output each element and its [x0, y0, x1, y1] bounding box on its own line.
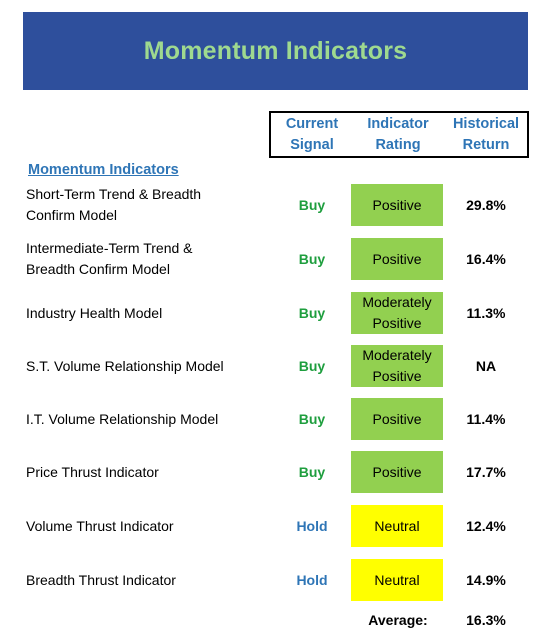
signal-value: Buy: [298, 305, 326, 321]
signal-value: Buy: [298, 197, 326, 213]
rating-cell: Positive: [351, 184, 443, 226]
indicator-name: Breadth Thrust Indicator: [26, 553, 261, 607]
rating-cell: Positive: [351, 238, 443, 280]
signal-value: Hold: [296, 572, 328, 588]
header-indicator-rating: Indicator Rating: [353, 113, 443, 157]
rating-text: Positive: [372, 368, 422, 384]
historical-return-value: 29.8%: [466, 197, 506, 213]
indicator-name: Volume Thrust Indicator: [26, 499, 261, 553]
indicator-name-line: Short-Term Trend & Breadth: [26, 186, 202, 202]
header-current-signal-line2: Signal: [290, 137, 334, 153]
header-historical-return-line1: Historical: [452, 116, 520, 132]
average-label: Average:: [368, 612, 428, 628]
indicator-name: I.T. Volume Relationship Model: [26, 392, 261, 446]
rating-text: Positive: [372, 463, 422, 480]
header-current-signal-line1: Current: [285, 116, 339, 132]
indicator-name-line: Intermediate-Term Trend &: [26, 240, 193, 256]
historical-return-value: 14.9%: [466, 572, 506, 588]
indicator-name-line: Confirm Model: [26, 207, 118, 223]
historical-return-value: 11.3%: [466, 305, 506, 321]
indicator-name-line: Breadth Thrust Indicator: [26, 571, 176, 588]
rating-cell: Neutral: [351, 505, 443, 547]
rating-text: Moderately: [362, 294, 432, 310]
header-historical-return: Historical Return: [443, 113, 529, 157]
historical-return-value: 12.4%: [466, 518, 506, 534]
indicator-name-line: Price Thrust Indicator: [26, 463, 159, 480]
rating-cell: Positive: [351, 398, 443, 440]
indicator-name: Industry Health Model: [26, 286, 261, 340]
rating-text: Positive: [372, 315, 422, 331]
rating-text: Neutral: [374, 571, 420, 588]
historical-return-value: 17.7%: [466, 464, 506, 480]
header-current-signal: Current Signal: [271, 113, 353, 157]
rating-text: Positive: [372, 196, 422, 213]
table-row: Breadth Thrust Indicator Hold Neutral 14.9%: [0, 553, 543, 607]
rating-cell: Positive: [351, 451, 443, 493]
signal-value: Buy: [298, 358, 326, 374]
table-row: Industry Health Model Buy Moderately Positi…: [0, 286, 543, 340]
rating-text: Positive: [372, 250, 422, 267]
signal-value: Buy: [298, 251, 326, 267]
signal-value: Buy: [298, 411, 326, 427]
rating-cell: Moderately Positive: [351, 345, 443, 387]
historical-return-value: NA: [475, 358, 497, 374]
title-banner: Momentum Indicators: [23, 12, 528, 90]
indicator-name: Intermediate-Term Trend & Breadth Confirm…: [26, 232, 261, 286]
header-historical-return-line2: Return: [462, 137, 510, 153]
signal-value: Buy: [298, 464, 326, 480]
signal-value: Hold: [296, 518, 328, 534]
historical-return-value: 16.4%: [466, 251, 506, 267]
indicator-name: Short-Term Trend & Breadth Confirm Model: [26, 178, 261, 232]
table-row: Volume Thrust Indicator Hold Neutral 12.4%: [0, 499, 543, 553]
section-title: Momentum Indicators: [28, 162, 179, 178]
average-value: 16.3%: [466, 612, 506, 628]
table-row: I.T. Volume Relationship Model Buy Positiv…: [0, 392, 543, 446]
indicator-name-line: Industry Health Model: [26, 304, 163, 321]
indicator-name: S.T. Volume Relationship Model: [26, 339, 261, 393]
header-indicator-rating-line1: Indicator: [367, 116, 429, 132]
rating-text: Moderately: [362, 347, 432, 363]
rating-text: Positive: [372, 410, 422, 427]
table-row: Short-Term Trend & Breadth Confirm Model B…: [0, 178, 543, 232]
indicator-name-line: Breadth Confirm Model: [26, 261, 170, 277]
rating-text: Neutral: [374, 517, 420, 534]
rating-cell: Moderately Positive: [351, 292, 443, 334]
rating-cell: Neutral: [351, 559, 443, 601]
table-row: S.T. Volume Relationship Model Buy Moderat…: [0, 339, 543, 393]
indicator-name-line: S.T. Volume Relationship Model: [26, 357, 224, 374]
table-row: Price Thrust Indicator Buy Positive 17.7%: [0, 445, 543, 499]
banner-title: Momentum Indicators: [143, 36, 408, 65]
indicator-name: Price Thrust Indicator: [26, 445, 261, 499]
column-header-box: [269, 111, 529, 158]
table-row: Intermediate-Term Trend & Breadth Confirm…: [0, 232, 543, 286]
historical-return-value: 11.4%: [466, 411, 506, 427]
indicator-name-line: I.T. Volume Relationship Model: [26, 410, 219, 427]
indicator-name-line: Volume Thrust Indicator: [26, 517, 174, 534]
header-indicator-rating-line2: Rating: [375, 137, 421, 153]
